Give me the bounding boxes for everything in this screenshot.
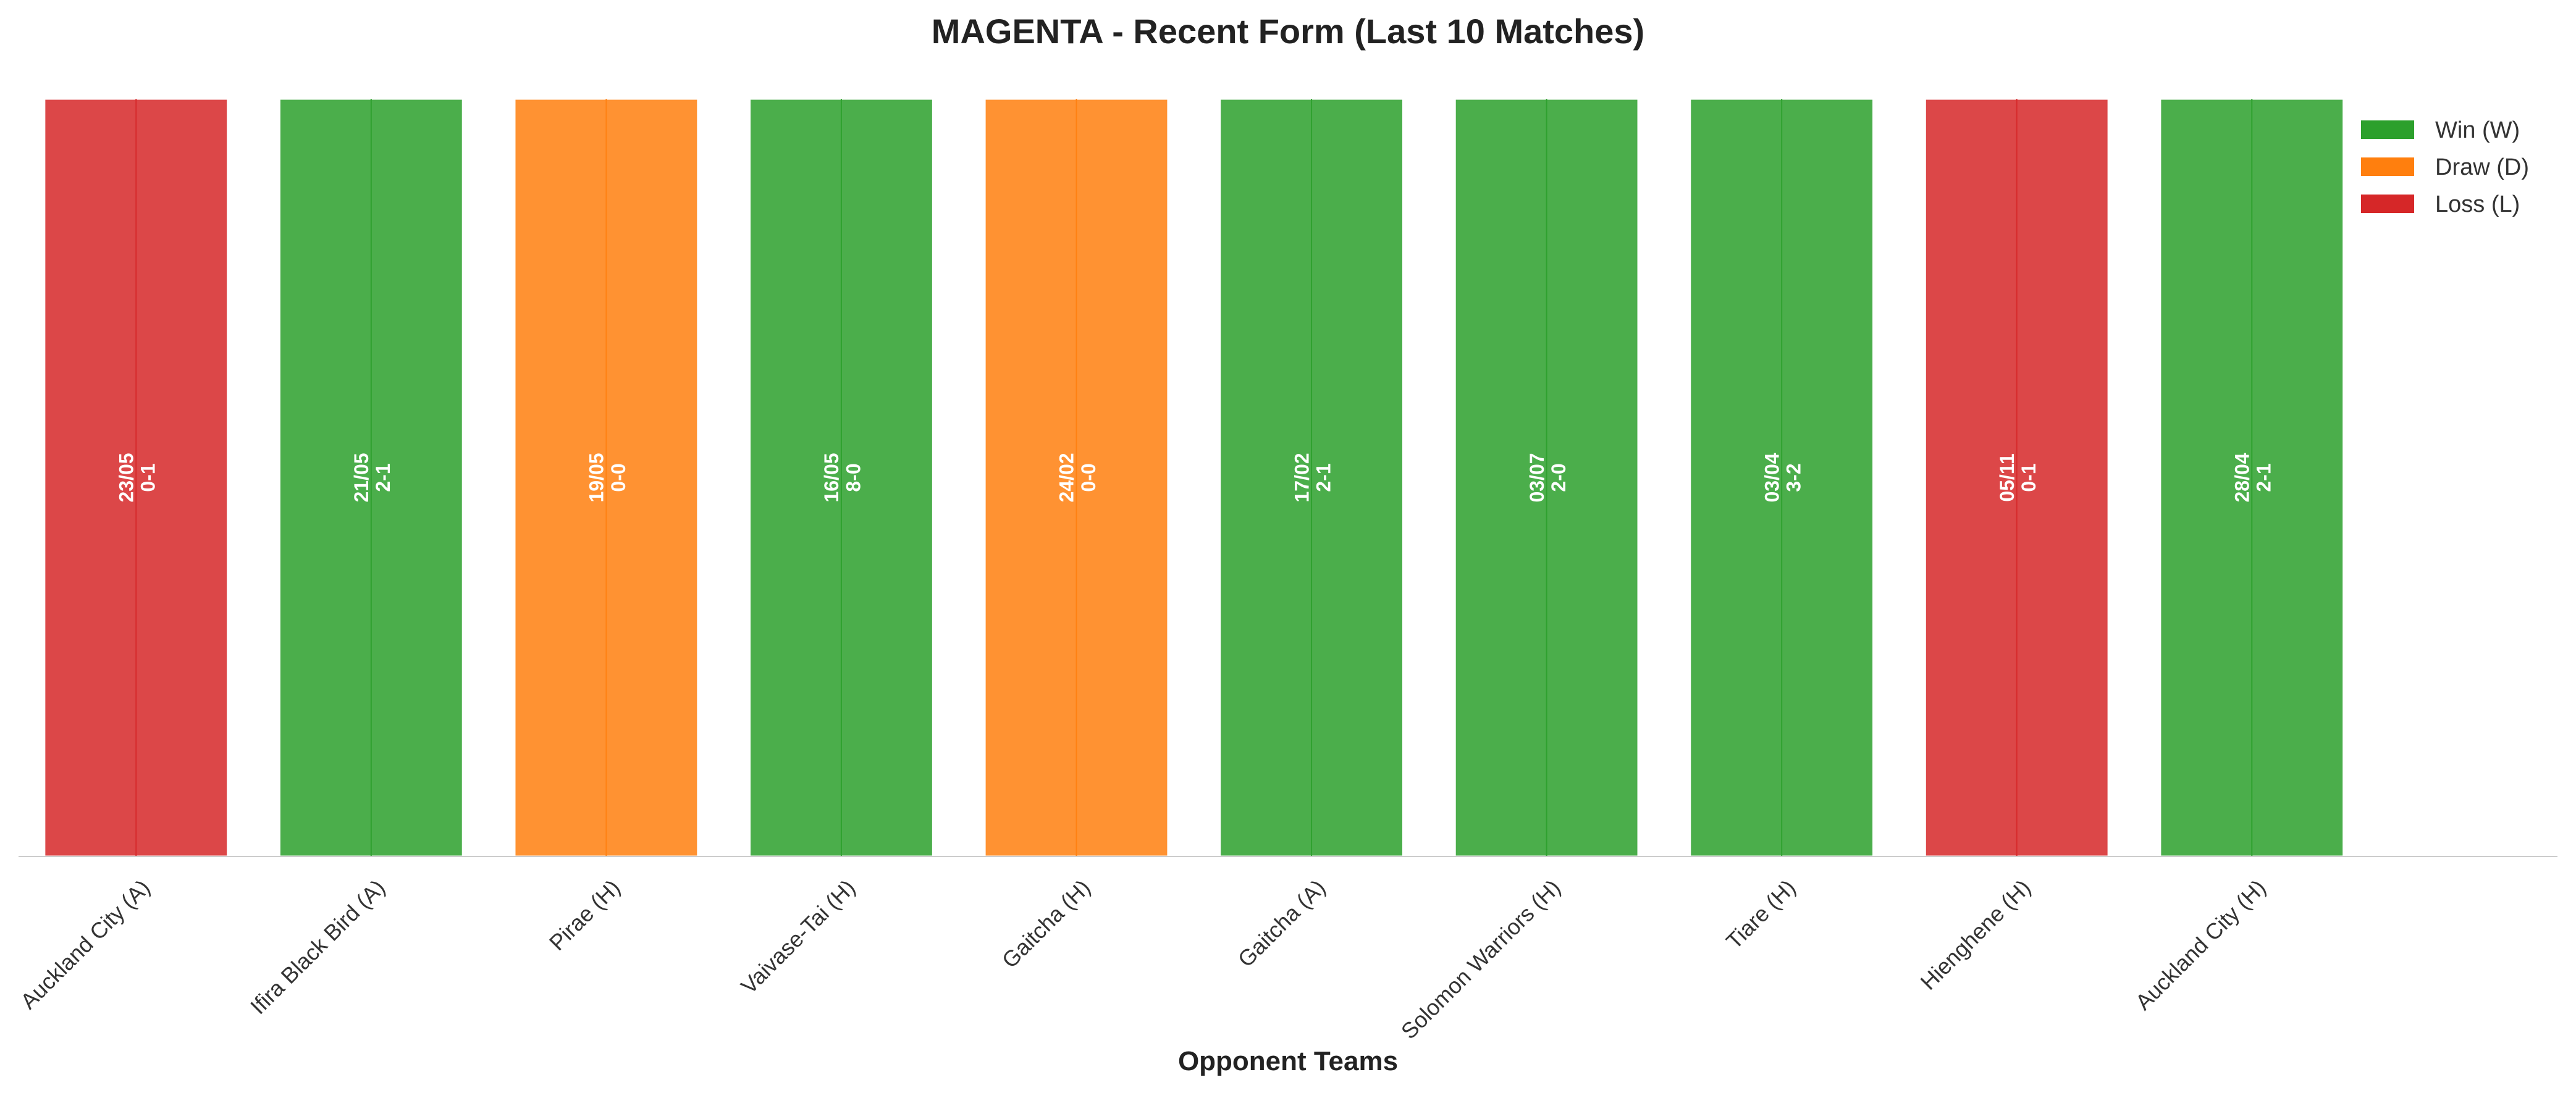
bar-label-3: 16/058-0 xyxy=(820,453,864,502)
x-tick-label-9: Auckland City (H) xyxy=(2131,874,2271,1015)
bar-label-8: 05/110-1 xyxy=(1996,453,2040,501)
x-tick-label-2: Pirae (H) xyxy=(544,874,625,955)
bar-label-1: 21/052-1 xyxy=(350,453,394,502)
legend-label-d: Draw (D) xyxy=(2435,154,2529,180)
bar-label-5: 17/022-1 xyxy=(1290,453,1334,502)
bar-label-2: 19/050-0 xyxy=(586,453,629,502)
x-tick-label-7: Tiare (H) xyxy=(1721,874,1800,953)
legend-label-w: Win (W) xyxy=(2435,117,2520,143)
legend-swatch-l xyxy=(2361,195,2414,213)
legend: Win (W) Draw (D) Loss (L) xyxy=(2361,117,2529,217)
legend-swatch-w xyxy=(2361,120,2414,139)
legend-swatch-d xyxy=(2361,157,2414,176)
x-tick-labels: Auckland City (A) Ifira Black Bird (A) Pir… xyxy=(15,874,2271,1044)
x-axis-label: Opponent Teams xyxy=(1178,1046,1398,1076)
x-tick-label-1: Ifira Black Bird (A) xyxy=(245,874,390,1019)
bars-layer: 23/050-1 21/052-1 19/050-0 16/058-0 24/020-0… xyxy=(43,98,2345,858)
x-tick-label-6: Solomon Warriors (H) xyxy=(1396,874,1565,1044)
bar-label-6: 03/072-0 xyxy=(1526,453,1570,502)
x-tick-label-4: Gaitcha (H) xyxy=(997,874,1095,973)
chart-title: MAGENTA - Recent Form (Last 10 Matches) xyxy=(932,12,1644,51)
legend-label-l: Loss (L) xyxy=(2435,191,2520,217)
bar-label-0: 23/050-1 xyxy=(115,453,159,502)
x-tick-label-3: Vaivase-Tai (H) xyxy=(736,874,860,999)
x-tick-label-0: Auckland City (A) xyxy=(15,874,155,1014)
bar-label-9: 28/042-1 xyxy=(2231,453,2275,502)
bar-label-7: 03/043-2 xyxy=(1761,453,1804,502)
bar-label-4: 24/020-0 xyxy=(1056,453,1100,502)
x-tick-label-8: Hienghene (H) xyxy=(1916,874,2036,995)
x-tick-label-5: Gaitcha (A) xyxy=(1233,874,1331,972)
